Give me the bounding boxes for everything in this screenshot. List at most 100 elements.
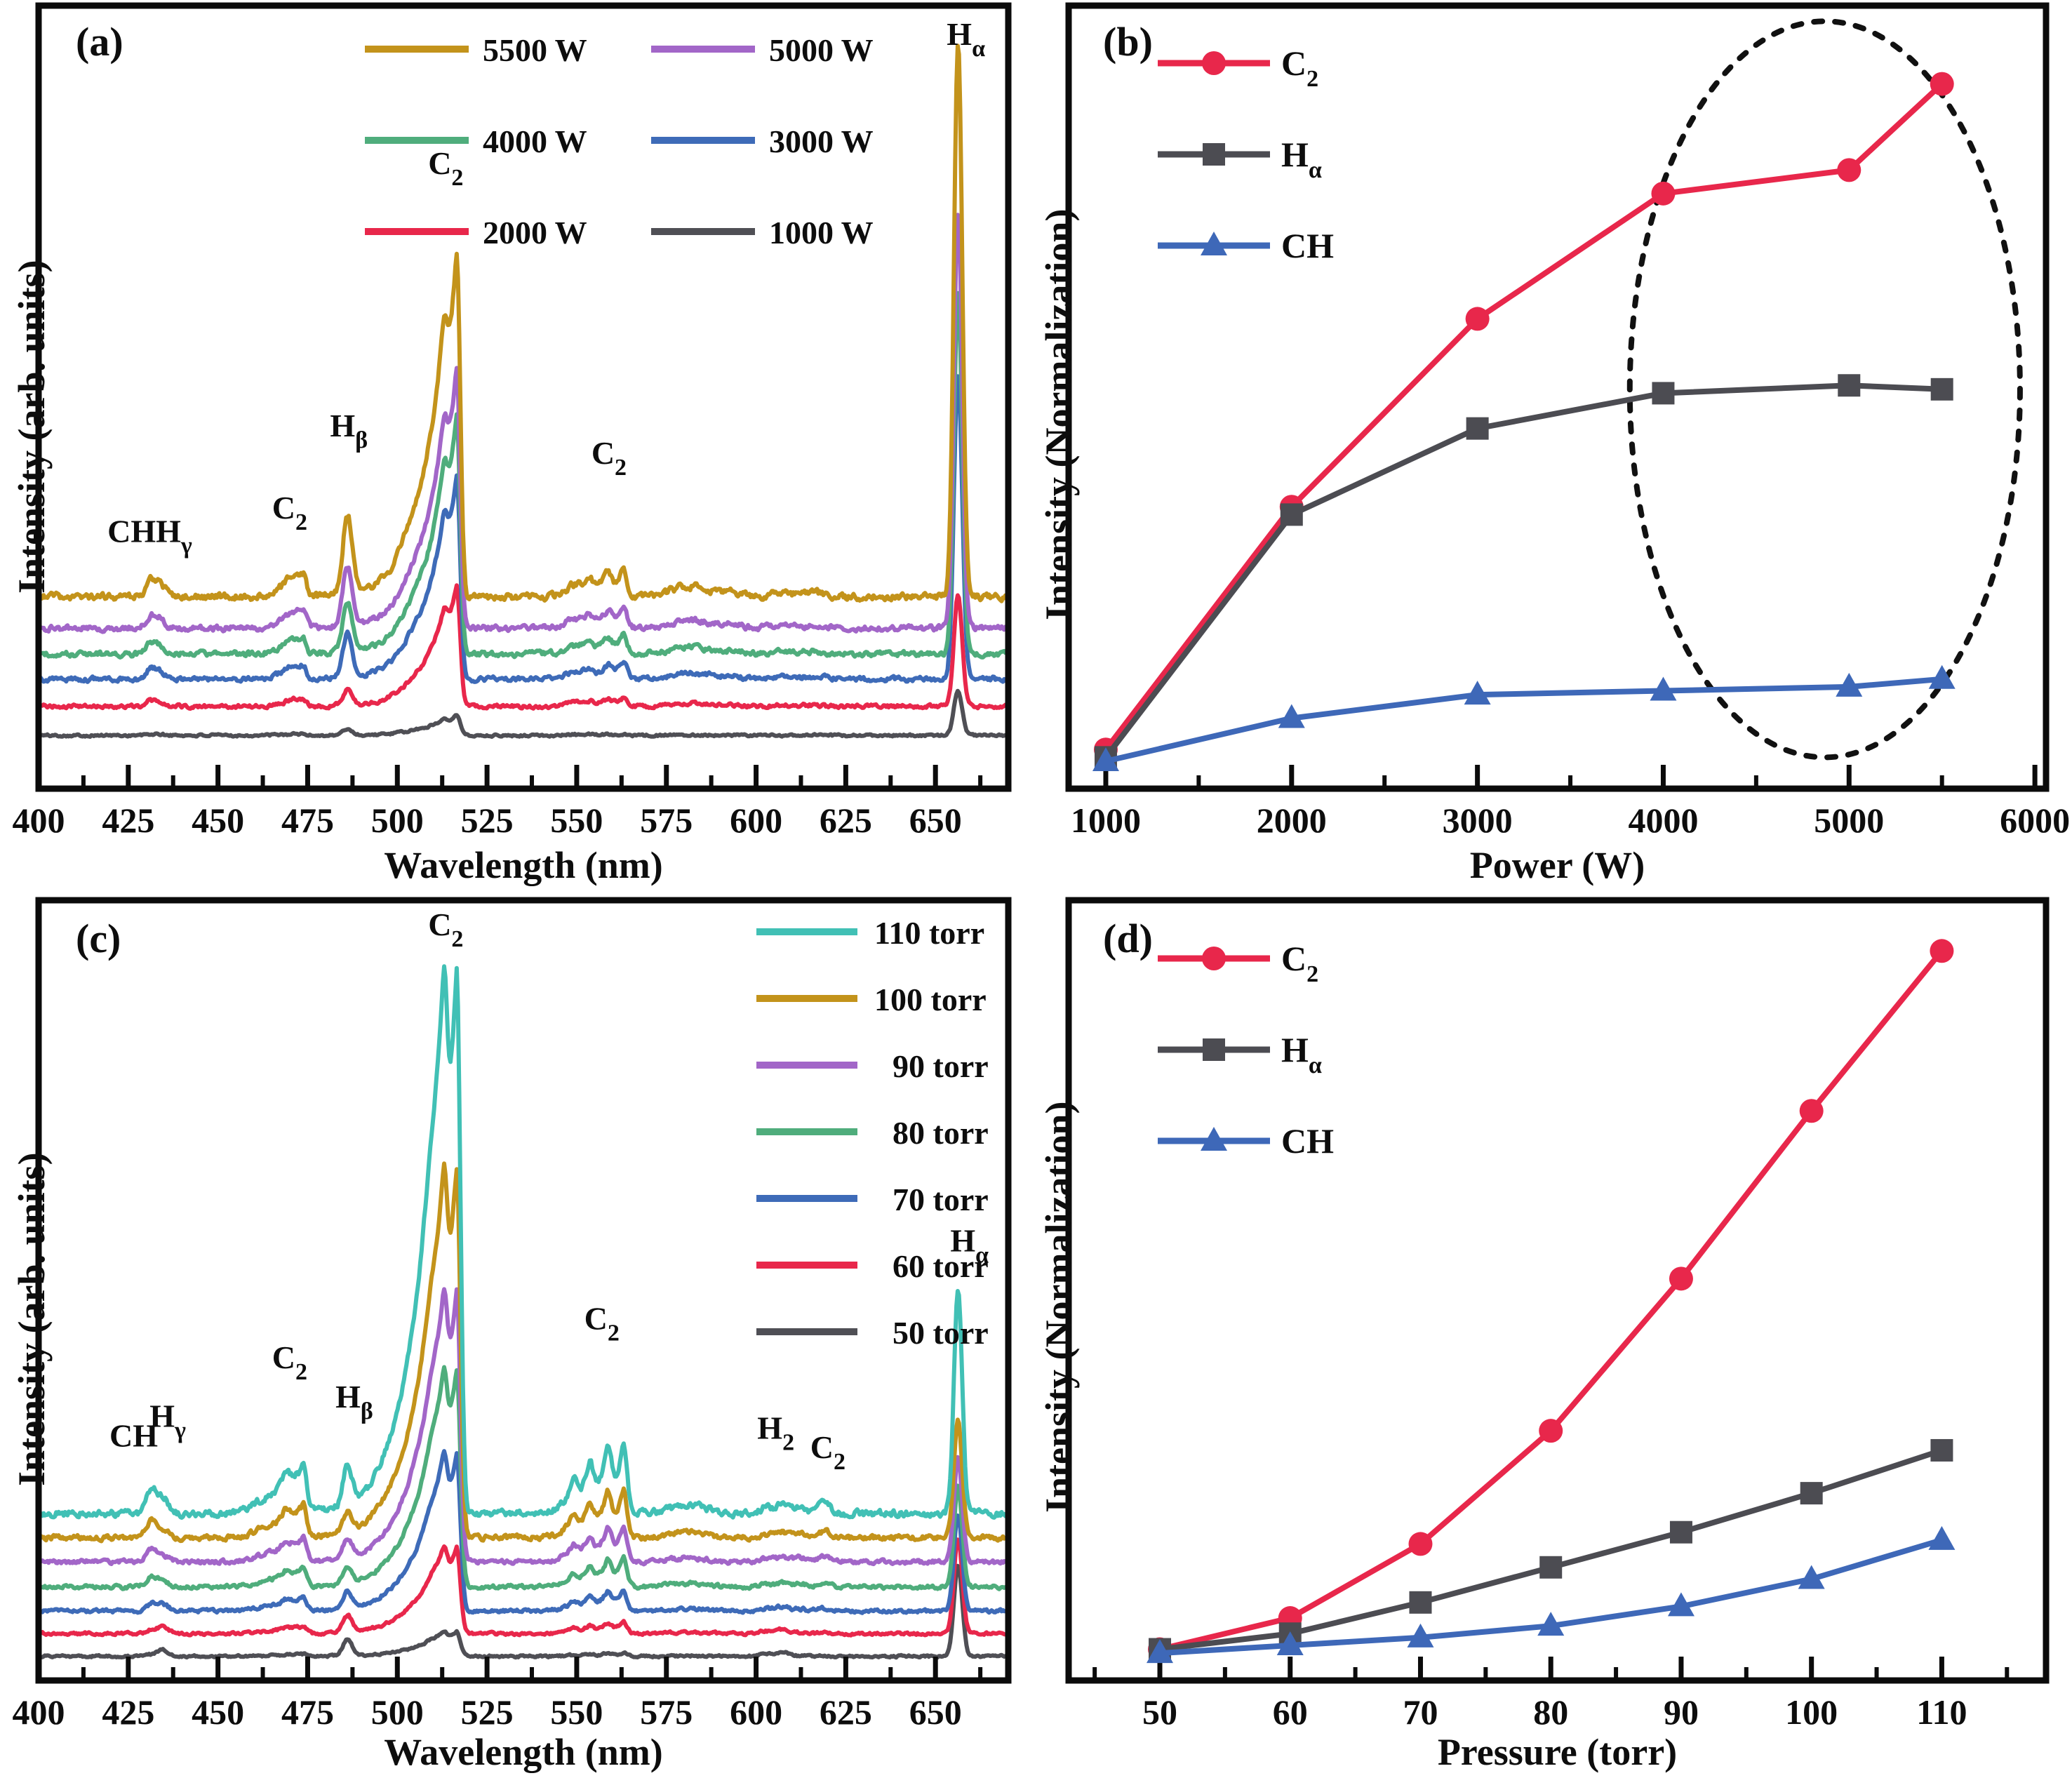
legend-marker-square <box>1203 143 1225 166</box>
series-line-Hα <box>1103 382 1942 759</box>
peak-label-C2: C2 <box>810 1429 845 1475</box>
x-tick-label-d: 110 <box>1916 1692 1967 1732</box>
peak-label-CHHγ: CHHγ <box>107 513 192 559</box>
legend-label: C2 <box>1281 939 1318 987</box>
spectrum-110-torr <box>37 964 1010 1520</box>
x-tick-label-a: 575 <box>640 801 693 840</box>
data-marker-CH <box>1276 1631 1304 1655</box>
spectrum-2000-W <box>36 583 1009 711</box>
x-tick-label-c: 575 <box>640 1692 693 1732</box>
spectrum-100-torr <box>36 1161 1010 1544</box>
x-tick-label-c: 475 <box>281 1692 334 1732</box>
x-tick-label-c: 450 <box>192 1692 244 1732</box>
x-tick-label-d: 50 <box>1142 1692 1177 1732</box>
data-marker-CH <box>1464 681 1491 705</box>
legend-label: 90 torr <box>893 1048 989 1084</box>
data-marker-CH <box>1537 1612 1565 1636</box>
data-marker-C2 <box>1930 939 1954 963</box>
x-tick-label-c: 650 <box>909 1692 962 1732</box>
data-marker-Hα <box>1838 374 1861 397</box>
spectrum-70-torr <box>36 1449 1009 1615</box>
series-line-C2 <box>1159 949 1944 1652</box>
x-tick-label-a: 625 <box>820 801 872 840</box>
legend-marker-triangle <box>1201 232 1227 255</box>
x-tick-label-d: 90 <box>1664 1692 1699 1732</box>
x-axis-title-b: Power (W) <box>1469 844 1645 886</box>
data-marker-CH <box>1650 676 1677 701</box>
data-marker-CH <box>1798 1565 1825 1589</box>
x-tick-label-c: 600 <box>730 1692 782 1732</box>
y-axis-title-b: Intensity (Normalization) <box>1038 208 1080 620</box>
data-marker-CH <box>1147 1639 1174 1664</box>
data-marker-Hα <box>1930 1438 1953 1462</box>
x-tick-label-b: 3000 <box>1443 801 1513 840</box>
data-marker-Hα <box>1539 1556 1563 1579</box>
data-marker-C2 <box>1799 1099 1824 1123</box>
data-marker-C2 <box>1651 181 1676 206</box>
x-tick-label-c: 500 <box>371 1692 424 1732</box>
legend-label: Hα <box>1281 135 1322 183</box>
legend-label: 5500 W <box>483 32 587 68</box>
plot-box-d <box>1065 897 2050 1684</box>
panel-letter-a: (a) <box>76 19 123 65</box>
legend-marker-square <box>1203 1038 1225 1061</box>
data-marker-Hα <box>1409 1591 1432 1614</box>
peak-label-C2: C2 <box>272 490 307 535</box>
y-axis-title-c: Intensity (arb. units) <box>11 1152 53 1486</box>
data-marker-Hα <box>1280 503 1303 526</box>
spectrum-4000-W <box>36 290 1010 660</box>
data-marker-C2 <box>1408 1532 1433 1556</box>
x-tick-label-a: 425 <box>102 801 154 840</box>
data-marker-C2 <box>1669 1266 1693 1291</box>
legend-label: 50 torr <box>893 1315 989 1351</box>
x-tick-label-d: 80 <box>1533 1692 1568 1732</box>
peak-label-C2: C2 <box>272 1339 307 1385</box>
peak-label-C2: C2 <box>428 145 463 191</box>
spectrum-80-torr <box>36 1365 1009 1591</box>
x-axis-title-c: Wavelength (nm) <box>384 1731 663 1773</box>
x-tick-label-b: 4000 <box>1628 801 1698 840</box>
data-marker-CH <box>1092 747 1119 771</box>
x-tick-label-a: 525 <box>461 801 514 840</box>
legend-marker-triangle <box>1201 1127 1227 1151</box>
plot-box-c <box>35 897 1012 1684</box>
x-axis-title-a: Wavelength (nm) <box>384 844 663 886</box>
data-marker-C2 <box>1837 158 1862 182</box>
data-marker-CH <box>1667 1592 1695 1617</box>
data-marker-CH <box>1278 704 1305 728</box>
legend-marker-circle <box>1202 947 1226 970</box>
peak-label-C2: C2 <box>428 907 463 952</box>
panel-letter-b: (b) <box>1103 19 1153 65</box>
peak-label-Hβ: Hβ <box>330 408 368 453</box>
series-line-C2 <box>1103 81 1944 751</box>
peak-label-C2: C2 <box>591 435 627 481</box>
peak-label-CH: CH <box>109 1417 158 1453</box>
peak-label-C2: C2 <box>584 1301 620 1346</box>
x-tick-label-c: 625 <box>820 1692 872 1732</box>
panel-letter-c: (c) <box>76 916 121 961</box>
x-tick-label-c: 550 <box>550 1692 603 1732</box>
legend-label: 2000 W <box>483 215 587 250</box>
x-tick-label-c: 400 <box>13 1692 65 1732</box>
peak-label-H2: H2 <box>757 1410 794 1455</box>
legend-label: 1000 W <box>769 215 874 250</box>
x-tick-label-c: 425 <box>102 1692 154 1732</box>
legend-label: CH <box>1281 1121 1334 1161</box>
plot-box-a <box>35 2 1012 792</box>
y-axis-title-a: Intensity (arb. units) <box>11 260 53 594</box>
legend-label: CH <box>1281 226 1334 265</box>
spectrum-3000-W <box>36 374 1009 684</box>
x-tick-label-a: 550 <box>550 801 603 840</box>
data-marker-C2 <box>1465 307 1490 331</box>
data-marker-C2 <box>1930 72 1954 96</box>
spectrum-1000-W <box>37 688 1009 739</box>
legend-label: 110 torr <box>874 915 984 951</box>
data-marker-Hα <box>1652 382 1675 405</box>
series-line-CH <box>1105 676 1943 764</box>
legend-label: Hα <box>1281 1030 1322 1078</box>
x-axis-title-d: Pressure (torr) <box>1437 1731 1678 1773</box>
spectrum-5500-W <box>37 44 1010 603</box>
data-marker-CH <box>1836 672 1863 697</box>
